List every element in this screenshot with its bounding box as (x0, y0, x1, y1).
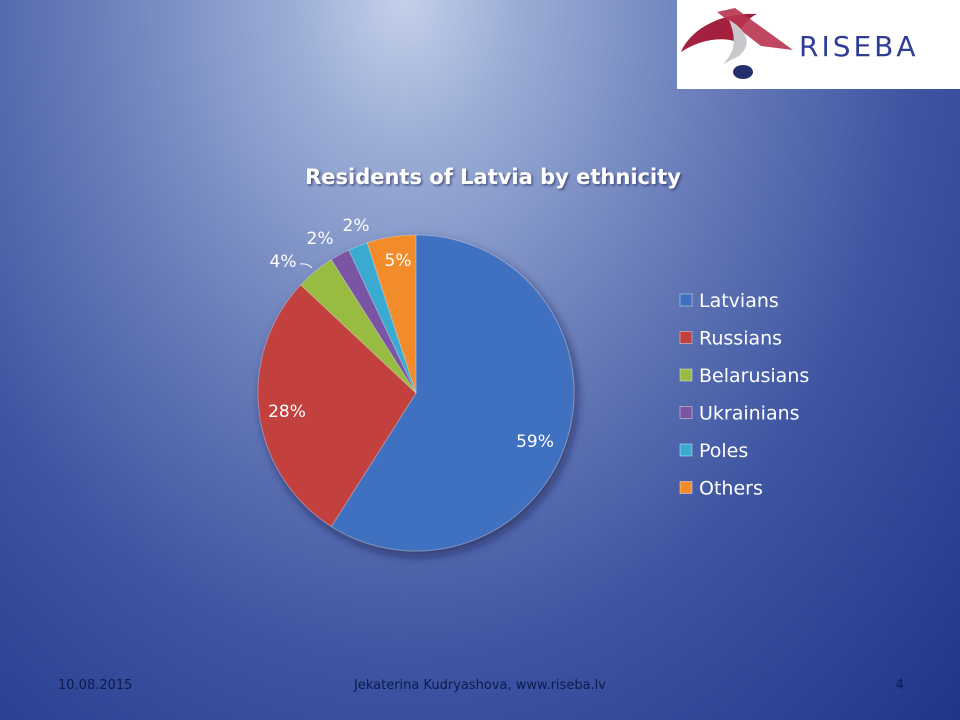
pie-slice-latvians (330, 234, 575, 552)
data-label-ukrainians: 2% (307, 229, 334, 249)
footer-author: Jekaterina Kudryashova, www.riseba.lv (354, 678, 606, 693)
footer-date: 10.08.2015 (58, 678, 133, 693)
footer-page-number: 4 (895, 678, 904, 693)
legend-swatch-ukrainians (679, 406, 693, 419)
legend-swatch-poles (679, 443, 693, 457)
data-label-russians: 28% (268, 402, 306, 422)
legend-swatch-latvians (679, 293, 693, 307)
leader-line-belarusians (299, 263, 313, 269)
legend-swatch-others (679, 481, 693, 494)
data-label-poles: 2% (343, 216, 370, 236)
legend-swatch-russians (679, 331, 693, 344)
legend-label-ukrainians: Ukrainians (699, 403, 800, 425)
riseba-logo-text: RISEBA (799, 30, 919, 63)
legend-swatch-belarusians (679, 368, 693, 382)
data-label-belarusians: 4% (270, 252, 297, 272)
data-label-others: 5% (385, 251, 412, 271)
legend-label-others: Others (699, 478, 763, 500)
pie-slice-russians (257, 284, 417, 528)
data-label-latvians: 59% (516, 432, 554, 452)
legend-label-latvians: Latvians (699, 290, 779, 312)
legend-label-poles: Poles (699, 440, 748, 462)
legend-label-russians: Russians (699, 328, 782, 350)
pie-slice-others (366, 234, 417, 394)
chart-title: Residents of Latvia by ethnicity (305, 165, 681, 189)
legend-label-belarusians: Belarusians (699, 365, 809, 387)
riseba-logo: RISEBA (677, 0, 960, 89)
riseba-logo-mark (681, 8, 793, 79)
